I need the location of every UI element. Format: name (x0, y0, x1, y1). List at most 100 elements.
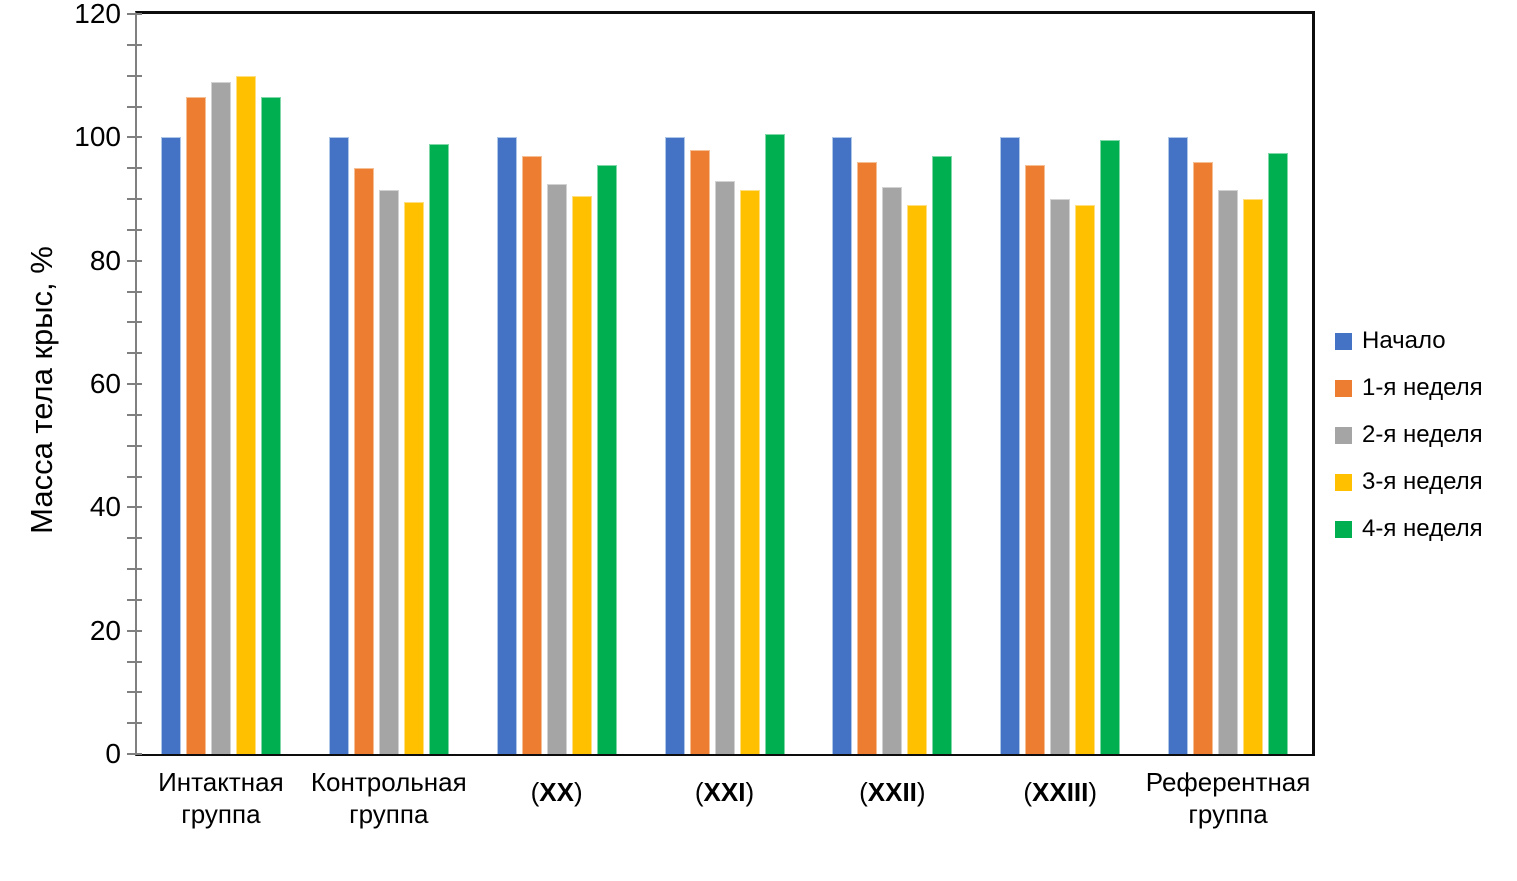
y-axis-tick (127, 228, 142, 231)
x-label-roman-numeral: XX (539, 777, 574, 807)
y-axis-tick (127, 259, 142, 262)
x-label-roman-numeral: XXI (703, 777, 746, 807)
x-label-line2: группа (1188, 799, 1268, 829)
x-label-paren-open: ( (859, 777, 868, 807)
bar (1000, 137, 1021, 754)
bar (664, 137, 685, 754)
bar (403, 202, 424, 754)
legend-swatch (1335, 379, 1352, 397)
y-axis-tick-label: 40 (89, 491, 121, 523)
bar (689, 149, 710, 754)
bar (907, 205, 928, 754)
y-axis-tick (127, 598, 142, 601)
y-axis-tick (127, 105, 142, 108)
x-axis-label: (XXI) (610, 766, 840, 808)
legend-item: 4-я неделя (1335, 515, 1483, 542)
x-label-paren-open: ( (694, 777, 704, 807)
y-axis-tick-label: 100 (74, 121, 121, 153)
y-axis-tick-label: 0 (105, 738, 121, 769)
bar (1050, 199, 1071, 754)
bar (260, 97, 281, 754)
legend-item-label: 4-я неделя (1362, 515, 1483, 542)
bar (185, 97, 206, 754)
y-axis-tick (127, 43, 142, 46)
bar (832, 137, 853, 754)
x-label-paren-close: ) (745, 777, 755, 807)
legend-item-label: 2-я неделя (1362, 421, 1483, 448)
y-axis-tick (127, 629, 142, 632)
bar (1218, 189, 1239, 754)
bar (235, 75, 256, 754)
bar (160, 137, 181, 754)
y-axis-tick-label: 20 (89, 614, 121, 646)
legend-swatch (1335, 332, 1352, 350)
x-axis-label: (XX) (442, 766, 672, 808)
y-axis-tick (127, 198, 142, 200)
bar (521, 155, 542, 754)
y-axis-tick (127, 74, 142, 77)
y-axis-tick (127, 568, 142, 570)
x-label-line2: группа (181, 799, 261, 829)
x-label-paren-close: ) (573, 777, 583, 807)
x-axis-labels: Интактная группа Контрольная группа (XX) (XXI… (137, 766, 1312, 846)
legend-swatch (1335, 426, 1352, 444)
y-axis-tick (127, 753, 142, 755)
bar (428, 143, 449, 754)
y-axis-tick (127, 352, 142, 355)
y-axis-tick-label: 60 (89, 368, 121, 399)
bar (1193, 162, 1214, 754)
y-axis-tick (127, 290, 142, 293)
y-axis-tick (127, 444, 142, 447)
bar (882, 186, 903, 754)
x-label-roman-numeral: XXIII (1032, 777, 1089, 807)
bar (596, 165, 617, 754)
bar (857, 162, 878, 754)
bar (764, 134, 785, 754)
bar (378, 189, 399, 754)
plot-area: 0 20 40 60 80 100 120 (74, 0, 1315, 769)
x-label-paren-close: ) (1088, 777, 1098, 807)
bar (1243, 199, 1264, 754)
bar (571, 195, 592, 754)
y-axis-tick (127, 383, 142, 385)
x-axis-label: (XXII) (777, 766, 1007, 808)
y-axis-tick (127, 413, 142, 416)
legend-swatch (1335, 473, 1352, 491)
legend-item: 3-я неделя (1335, 468, 1483, 495)
y-axis-tick (127, 660, 142, 663)
legend: Начало 1-я неделя 2-я неделя 3-я неделя 4-я … (1335, 327, 1483, 567)
y-axis-tick (127, 321, 142, 324)
legend-item: 1-я неделя (1335, 374, 1483, 401)
x-label-paren-open: ( (530, 777, 540, 807)
x-axis-label: Интактная группа (106, 766, 336, 830)
bar (1100, 140, 1121, 754)
y-axis-tick-label: 80 (89, 244, 121, 276)
bar (1025, 165, 1046, 754)
x-axis-label: (XXIII) (945, 766, 1175, 808)
y-axis-title: Масса тела крыс, % (24, 246, 59, 534)
bar (1168, 137, 1189, 754)
x-label-line1: Контрольная (310, 767, 467, 797)
y-axis-tick (127, 722, 142, 725)
bar (328, 137, 349, 754)
y-axis-tick (127, 475, 142, 478)
y-axis-tick (127, 537, 142, 540)
x-axis-label: Контрольная группа (274, 766, 504, 830)
bar (1075, 205, 1096, 754)
bar (546, 183, 567, 754)
legend-item: 2-я неделя (1335, 421, 1483, 448)
y-axis-tick (127, 136, 142, 139)
x-label-roman-numeral: XXII (867, 777, 917, 807)
y-axis-tick (127, 691, 142, 694)
y-axis-tick-label: 120 (74, 0, 121, 29)
legend-swatch (1335, 520, 1352, 538)
legend-item-label: 3-я неделя (1362, 468, 1483, 495)
y-axis-tick (127, 167, 142, 170)
bar (353, 168, 374, 754)
y-axis-tick (127, 13, 142, 15)
bar (714, 180, 735, 754)
x-label-line2: группа (349, 799, 429, 829)
bar (739, 189, 760, 754)
legend-item-label: Начало (1362, 327, 1446, 354)
x-label-paren-close: ) (916, 777, 926, 807)
